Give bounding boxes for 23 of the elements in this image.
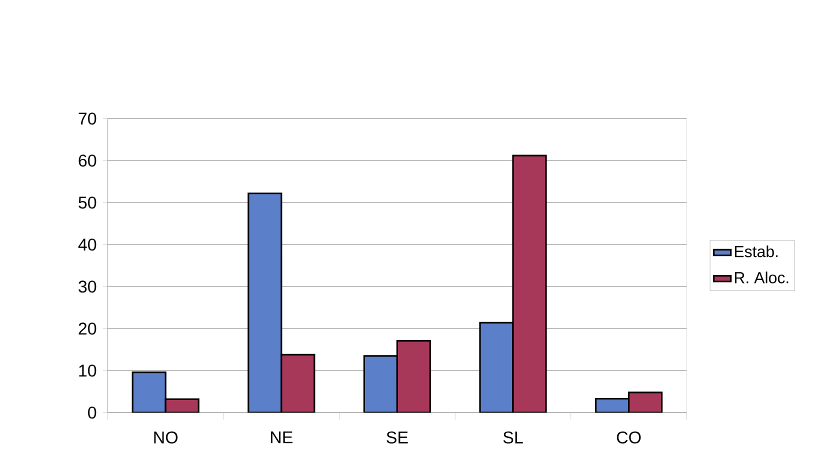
y-tick-label: 0 bbox=[88, 406, 96, 419]
y-tick-label: 60 bbox=[78, 154, 96, 167]
x-tick-label: SE bbox=[386, 431, 408, 444]
y-tick-label: 40 bbox=[78, 238, 96, 251]
bar bbox=[628, 392, 663, 413]
bar bbox=[396, 340, 431, 413]
y-tick-label: 50 bbox=[78, 196, 96, 209]
y-tick-label: 30 bbox=[78, 280, 96, 293]
bar bbox=[280, 354, 316, 413]
bar bbox=[363, 355, 398, 413]
y-tick-label: 70 bbox=[78, 112, 96, 125]
bar bbox=[248, 192, 282, 413]
bar bbox=[479, 322, 514, 413]
x-tick-label: NE bbox=[270, 431, 292, 444]
y-tick-label: 20 bbox=[78, 322, 96, 335]
legend-label: R. Aloc. bbox=[734, 272, 788, 284]
y-tick-label: 10 bbox=[79, 364, 96, 377]
bar bbox=[132, 371, 166, 413]
x-tick-label: CO bbox=[616, 431, 641, 444]
x-tick-label: NO bbox=[154, 431, 178, 444]
legend-label: Estab. bbox=[734, 245, 778, 258]
x-tick-label: SL bbox=[503, 431, 523, 444]
bar bbox=[512, 154, 547, 413]
